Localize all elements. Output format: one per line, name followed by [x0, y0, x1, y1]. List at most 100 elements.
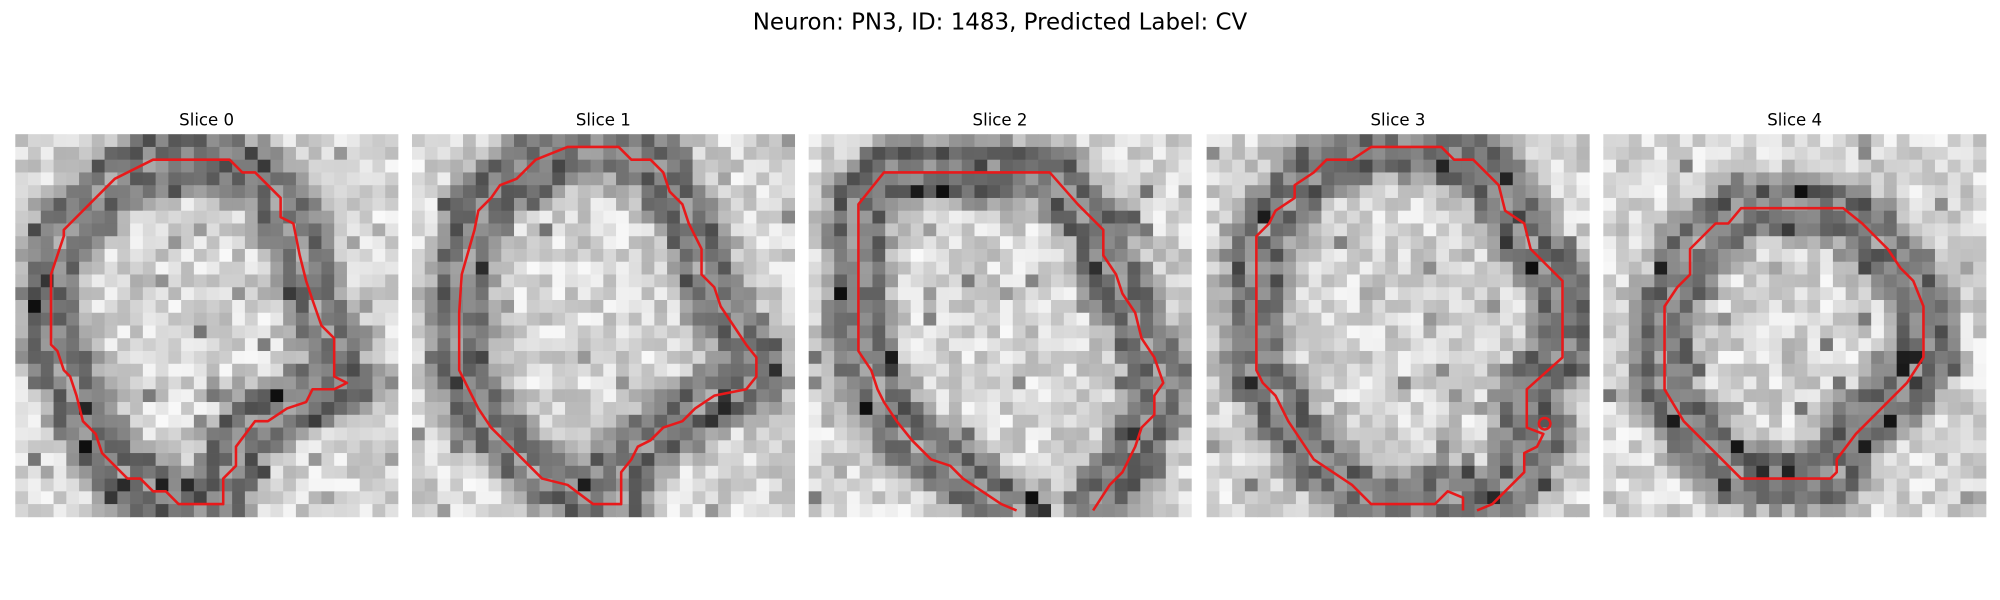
slice-panel: Slice 0 [15, 110, 399, 518]
pixel [846, 248, 861, 263]
pixel [718, 300, 732, 314]
pixel [1244, 376, 1259, 390]
pixel [193, 351, 208, 365]
pixel [1909, 491, 1923, 505]
pixel [1781, 172, 1796, 186]
pixel [1025, 236, 1039, 250]
pixel [1947, 465, 1961, 479]
pixel [769, 300, 783, 314]
pixel [283, 491, 297, 505]
pixel [897, 287, 912, 301]
pixel [885, 453, 899, 467]
pixel [463, 261, 477, 275]
pixel [1781, 185, 1796, 199]
pixel [1603, 236, 1617, 250]
pixel [1628, 197, 1642, 212]
pixel [859, 274, 873, 288]
pixel [1769, 478, 1783, 492]
pixel [936, 312, 950, 326]
pixel [667, 159, 681, 173]
pixel [283, 274, 297, 288]
pixel [616, 453, 630, 467]
pixel [1244, 402, 1259, 416]
pixel [501, 453, 515, 467]
pixel [552, 389, 566, 403]
pixel [821, 414, 835, 428]
pixel [781, 287, 796, 301]
pixel [1346, 248, 1361, 263]
pixel [206, 427, 220, 441]
pixel [654, 159, 668, 173]
pixel [1871, 338, 1885, 352]
pixel [437, 236, 451, 250]
pixel [1025, 223, 1039, 237]
pixel [1616, 465, 1630, 479]
pixel [923, 185, 937, 199]
pixel [565, 427, 579, 441]
pixel [1909, 351, 1923, 365]
pixel [130, 351, 144, 365]
pixel [1500, 465, 1514, 479]
pixel [155, 325, 169, 339]
pixel [859, 427, 873, 441]
pixel [40, 210, 54, 224]
pixel [1934, 453, 1949, 467]
pixel [168, 376, 182, 390]
pixel [1372, 338, 1386, 352]
pixel [859, 453, 873, 467]
pixel [514, 300, 528, 314]
pixel [641, 134, 655, 148]
pixel [577, 223, 591, 237]
pixel [1334, 325, 1348, 339]
pixel [552, 300, 566, 314]
pixel [808, 159, 822, 173]
pixel [974, 465, 988, 479]
pixel [1206, 402, 1220, 416]
pixel [667, 402, 681, 416]
pixel [1461, 351, 1475, 365]
pixel [705, 440, 719, 454]
pixel [821, 376, 835, 390]
pixel [834, 274, 848, 288]
pixel [654, 504, 668, 518]
pixel [283, 338, 297, 352]
pixel [193, 248, 208, 263]
pixel [1410, 504, 1424, 518]
pixel [117, 159, 131, 173]
pixel [897, 504, 912, 518]
pixel [1089, 414, 1103, 428]
pixel [1410, 185, 1424, 199]
pixel [1500, 300, 1514, 314]
pixel [346, 159, 361, 173]
pixel [1076, 172, 1090, 186]
pixel [1346, 197, 1361, 212]
pixel [667, 197, 681, 212]
pixel [1692, 351, 1706, 365]
pixel [514, 172, 528, 186]
pixel [295, 159, 310, 173]
pixel [130, 491, 144, 505]
pixel [1718, 465, 1732, 479]
pixel [692, 491, 706, 505]
pixel [91, 223, 105, 237]
pixel [1346, 210, 1361, 224]
pixel [385, 172, 399, 186]
pixel [834, 325, 848, 339]
pixel [808, 440, 822, 454]
pixel [1448, 402, 1463, 416]
pixel [28, 453, 42, 467]
pixel [424, 363, 438, 377]
pixel [411, 504, 426, 518]
pixel [1372, 274, 1386, 288]
pixel [910, 185, 924, 199]
pixel [781, 172, 796, 186]
pixel [743, 325, 757, 339]
pixel [936, 440, 950, 454]
pixel [654, 440, 668, 454]
pixel [1038, 274, 1052, 288]
pixel [270, 491, 284, 505]
pixel [667, 236, 681, 250]
pixel [181, 159, 195, 173]
pixel [552, 185, 566, 199]
pixel [1283, 197, 1297, 212]
